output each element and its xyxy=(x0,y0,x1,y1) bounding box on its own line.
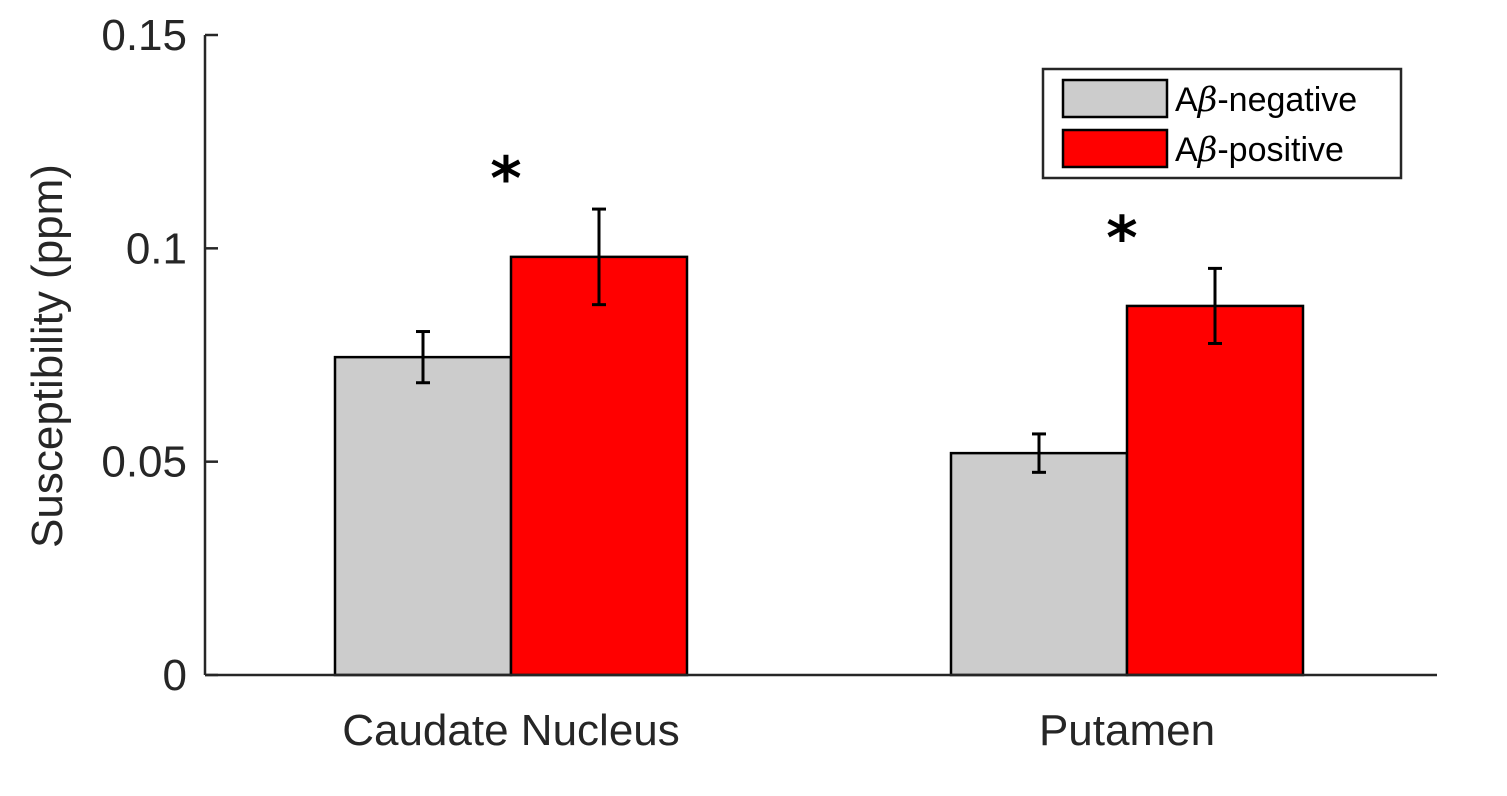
x-category-label: Caudate Nucleus xyxy=(342,706,680,755)
bar xyxy=(1125,304,1305,677)
y-tick-label: 0.15 xyxy=(101,11,187,60)
significance-markers: ** xyxy=(490,144,1137,273)
bar xyxy=(509,255,689,677)
y-axis-label: Susceptibility (ppm) xyxy=(23,164,72,548)
error-bars-layer xyxy=(416,207,1222,474)
x-axis-categories: Caudate Nucleus Putamen xyxy=(342,706,1215,755)
y-tick-label: 0 xyxy=(163,651,187,700)
legend-entry-label: Aβ-positive xyxy=(1175,130,1344,170)
significance-asterisk: * xyxy=(490,144,521,214)
x-category-label: Putamen xyxy=(1039,706,1215,755)
legend: Aβ-negative Aβ-positive xyxy=(1041,67,1403,180)
legend-swatch xyxy=(1061,78,1169,119)
y-tick-label: 0.1 xyxy=(126,224,187,273)
legend-entry-label: Aβ-negative xyxy=(1175,80,1357,120)
bars-layer xyxy=(333,255,1305,677)
y-tick-label: 0.05 xyxy=(101,438,187,487)
bar xyxy=(333,355,513,677)
legend-swatch xyxy=(1061,128,1169,169)
significance-asterisk: * xyxy=(1106,203,1137,273)
bar xyxy=(949,451,1129,677)
y-axis-ticks: 0 0.05 0.1 0.15 xyxy=(101,11,218,700)
